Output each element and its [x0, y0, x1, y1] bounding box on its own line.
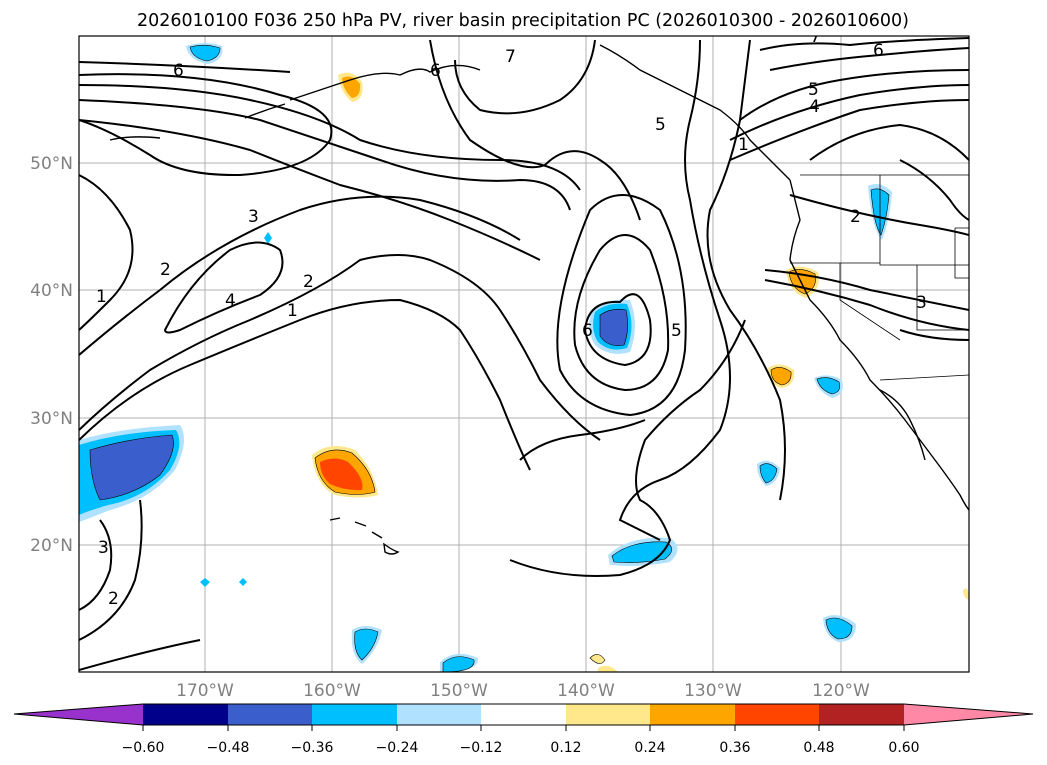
- contour-label: 7: [505, 47, 516, 67]
- colorbar-extend-left: [14, 704, 143, 725]
- contour-label: 3: [248, 207, 259, 227]
- precip-anomaly-shading: [79, 43, 969, 672]
- colorbar-segment: [650, 704, 735, 725]
- pv-contours: [79, 37, 969, 671]
- contour-label: 1: [287, 301, 298, 321]
- map-frame: [78, 35, 970, 673]
- contour-label: 5: [655, 115, 666, 135]
- lon-label-170w: 170°W: [176, 681, 234, 701]
- colorbar-tick: −0.36: [291, 740, 334, 756]
- hawaii: [329, 517, 400, 555]
- contour-label: 3: [916, 293, 927, 313]
- contour-label: 1: [738, 135, 749, 155]
- contour-label: 6: [582, 321, 593, 341]
- graticule: [79, 36, 969, 672]
- lon-label-120w: 120°W: [812, 681, 870, 701]
- colorbar: −0.60 −0.48 −0.36 −0.24 −0.12 0.12 0.24 …: [13, 703, 1034, 756]
- colorbar-tick: 0.48: [803, 740, 834, 756]
- colorbar-segment: [566, 704, 650, 725]
- contour-label: 2: [108, 589, 119, 609]
- contour-label: 3: [98, 538, 109, 558]
- colorbar-segment: [819, 704, 904, 725]
- figure-title: 2026010100 F036 250 hPa PV, river basin …: [137, 11, 909, 31]
- lon-label-160w: 160°W: [303, 681, 361, 701]
- contour-label: 1: [96, 287, 107, 307]
- contour-labels: 6 7 6 7 6 5 4 5 1 3 2 1 4 2 1 6 5 2 3 3 …: [96, 27, 927, 609]
- colorbar-extend-right: [904, 704, 1033, 725]
- colorbar-tick: −0.60: [122, 740, 165, 756]
- colorbar-segment: [228, 704, 312, 725]
- colorbar-tick: −0.48: [207, 740, 250, 756]
- colorbar-tick: 0.24: [634, 740, 665, 756]
- contour-label: 2: [160, 260, 171, 280]
- contour-label: 4: [225, 291, 236, 311]
- lat-label-20n: 20°N: [30, 536, 73, 556]
- latitude-labels: 50°N 40°N 30°N 20°N: [30, 154, 73, 556]
- colorbar-segment: [397, 704, 481, 725]
- colorbar-segment: [481, 704, 566, 725]
- longitude-labels: 170°W 160°W 150°W 140°W 130°W 120°W: [176, 681, 870, 701]
- contour-label: 6: [430, 61, 441, 81]
- contour-label: 6: [873, 41, 884, 61]
- colorbar-segment: [143, 704, 228, 725]
- contour-label: 7: [810, 27, 821, 47]
- alaska-coast: [289, 64, 481, 101]
- colorbar-tick: 0.36: [719, 740, 750, 756]
- contour-label: 5: [808, 80, 819, 100]
- west-coast-north-america: [789, 179, 969, 511]
- lat-label-40n: 40°N: [30, 281, 73, 301]
- lat-label-50n: 50°N: [30, 154, 73, 174]
- colorbar-tick: −0.24: [376, 740, 419, 756]
- lat-label-30n: 30°N: [30, 409, 73, 429]
- lon-label-150w: 150°W: [430, 681, 488, 701]
- contour-label: 2: [303, 272, 314, 292]
- lon-label-140w: 140°W: [557, 681, 615, 701]
- colorbar-ticks: −0.60 −0.48 −0.36 −0.24 −0.12 0.12 0.24 …: [122, 740, 920, 756]
- contour-label: 5: [671, 321, 682, 341]
- colorbar-tick: −0.12: [460, 740, 503, 756]
- contour-label: 4: [809, 97, 820, 117]
- colorbar-tick: 0.60: [888, 740, 919, 756]
- coastlines: [109, 44, 969, 555]
- alaska-panhandle: [599, 44, 791, 181]
- contour-label: 2: [850, 207, 861, 227]
- colorbar-segment: [735, 704, 819, 725]
- lon-label-130w: 130°W: [684, 681, 742, 701]
- map-area: [79, 36, 969, 672]
- colorbar-tick: 0.12: [550, 740, 581, 756]
- colorbar-segment: [312, 704, 397, 725]
- contour-label: 6: [173, 61, 184, 81]
